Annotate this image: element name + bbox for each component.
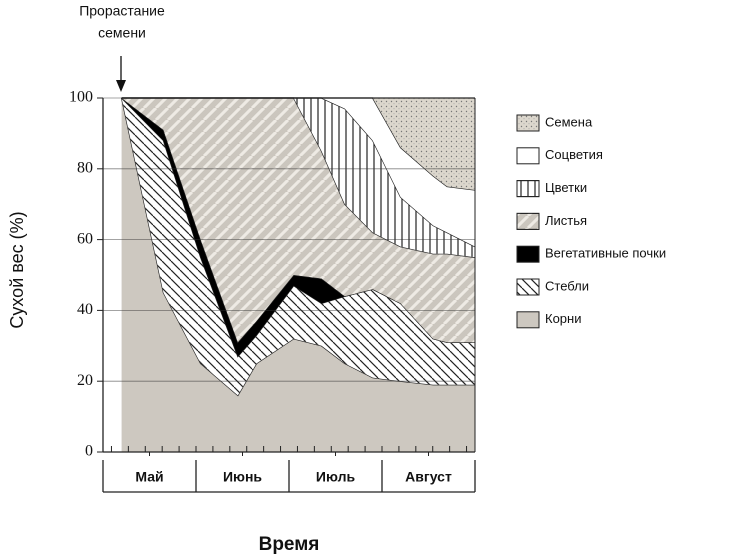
area-hatch bbox=[121, 98, 475, 396]
y-tick-label: 60 bbox=[77, 230, 93, 247]
y-tick-label: 80 bbox=[77, 159, 93, 176]
legend-swatch bbox=[516, 311, 540, 329]
y-tick-label: 100 bbox=[69, 89, 93, 106]
area-hatch bbox=[121, 98, 475, 191]
legend-swatch-hatch bbox=[516, 278, 540, 296]
annotation: семени bbox=[98, 25, 146, 41]
legend-label: Корни bbox=[545, 311, 581, 326]
legend: Семена Соцветия Цветки Листья Вегетативные п… bbox=[516, 114, 666, 329]
legend-label: Соцветия bbox=[545, 147, 603, 162]
y-tick-label: 20 bbox=[77, 372, 93, 389]
annotation-arrowhead bbox=[116, 80, 126, 92]
x-axis-label: Время bbox=[259, 534, 320, 555]
x-tick-label: Май bbox=[135, 469, 163, 485]
area bbox=[121, 98, 475, 247]
area-hatch bbox=[121, 98, 475, 258]
y-tick-label: 40 bbox=[77, 301, 93, 318]
legend-label: Листья bbox=[545, 213, 587, 228]
area bbox=[121, 98, 475, 357]
x-tick-label: Август bbox=[405, 469, 452, 485]
legend-swatch-hatch bbox=[516, 212, 540, 230]
area-hatch bbox=[121, 98, 475, 343]
legend-swatch bbox=[516, 147, 540, 165]
annotation: Прорастание bbox=[79, 3, 165, 19]
y-tick-label: 0 bbox=[85, 443, 93, 460]
y-axis-label: Сухой вес (%) bbox=[7, 211, 27, 328]
x-tick-label: Июль bbox=[316, 469, 356, 485]
legend-label: Вегетативные почки bbox=[545, 246, 666, 261]
x-tick-label: Июнь bbox=[223, 469, 262, 485]
legend-swatch-hatch bbox=[516, 114, 540, 132]
legend-label: Семена bbox=[545, 114, 593, 129]
legend-swatch bbox=[516, 245, 540, 263]
legend-swatch-hatch bbox=[516, 180, 540, 198]
legend-label: Стебли bbox=[545, 278, 589, 293]
legend-label: Цветки bbox=[545, 180, 587, 195]
plot bbox=[120, 97, 476, 452]
